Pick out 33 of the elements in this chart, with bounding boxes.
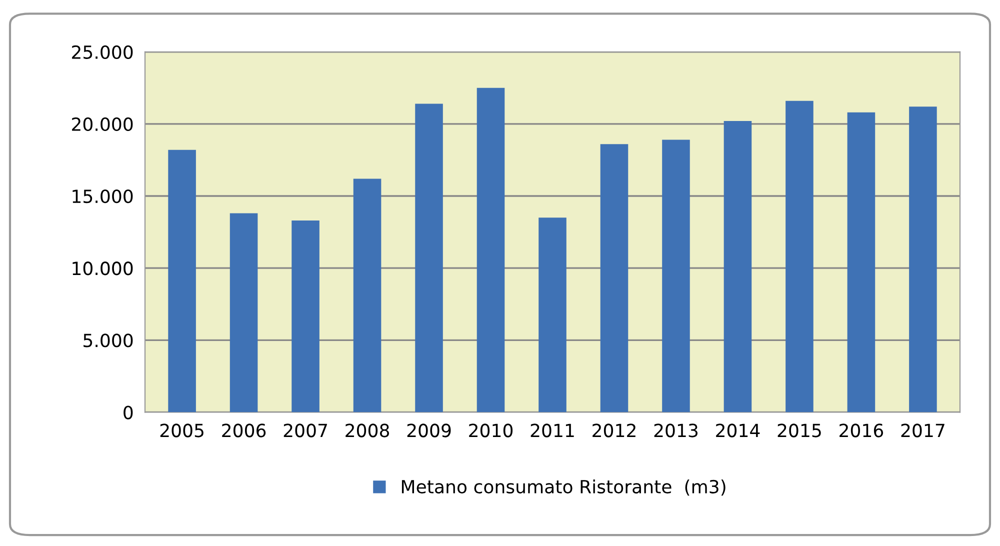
legend-label: Metano consumato Ristorante (m3): [402, 480, 726, 496]
x-tick-label: 2005: [160, 424, 204, 438]
x-tick-label: 2012: [592, 424, 636, 438]
bar: [415, 104, 443, 412]
bar: [353, 178, 382, 412]
x-tick-label: 2007: [284, 424, 327, 438]
bar: [600, 144, 628, 412]
y-tick-label: 5.000: [84, 334, 133, 348]
bar: [909, 106, 937, 412]
x-tick-label: 2017: [901, 424, 944, 438]
x-tick-label: 2015: [778, 424, 821, 438]
bar: [724, 121, 752, 412]
y-tick-label: 25.000: [72, 45, 133, 59]
x-tick-label: 2011: [530, 424, 574, 438]
bar: [662, 140, 690, 412]
bar: [292, 220, 320, 412]
y-tick-label: 20.000: [72, 117, 133, 132]
x-tick-label: 2006: [222, 424, 266, 438]
bar: [786, 100, 814, 412]
x-tick-label: 2009: [407, 424, 451, 438]
x-tick-label: 2016: [840, 424, 884, 438]
x-tick-label: 2008: [346, 424, 390, 438]
bar: [538, 218, 566, 412]
x-tick-label: 2013: [654, 424, 698, 438]
x-tick-label: 2010: [469, 424, 513, 438]
bar: [230, 213, 258, 412]
y-tick-label: 0: [124, 406, 133, 420]
x-tick-label: 2014: [716, 424, 760, 438]
y-tick-label: 10.000: [72, 262, 133, 276]
bar: [168, 150, 196, 412]
bar: [476, 88, 505, 412]
bar: [847, 112, 876, 412]
y-tick-label: 15.000: [72, 189, 133, 204]
